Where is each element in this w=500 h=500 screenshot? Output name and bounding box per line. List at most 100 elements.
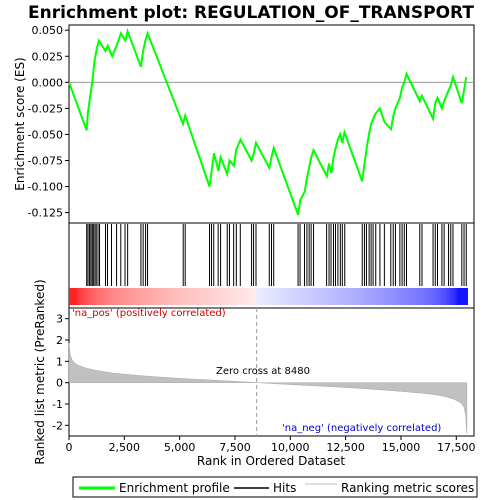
color-bar-segment xyxy=(176,288,180,305)
color-bar-segment xyxy=(312,288,315,305)
color-bar-segment xyxy=(212,288,216,305)
x-tick-label: 10,000 xyxy=(271,441,310,454)
metric-y-tick-label: 3 xyxy=(56,313,63,326)
color-bar-segment xyxy=(142,288,146,305)
color-bar-segment xyxy=(254,288,257,305)
color-bar-segment xyxy=(441,288,445,305)
color-bar-segment xyxy=(250,288,253,305)
es-y-tick-label: 0.050 xyxy=(32,24,64,37)
color-bar-segment xyxy=(242,288,245,305)
color-bar-segment xyxy=(333,288,337,305)
color-bar-segment xyxy=(188,288,192,305)
color-bar-segment xyxy=(216,288,219,305)
color-bar-segment xyxy=(276,288,279,305)
color-bar-segment xyxy=(126,288,130,305)
color-bar-segment xyxy=(413,288,417,305)
color-bar-segment xyxy=(116,288,120,305)
color-bar-segment xyxy=(302,288,305,305)
color-bar-segment xyxy=(102,288,106,305)
color-bar-segment xyxy=(419,288,423,305)
color-bar-segment xyxy=(449,288,453,305)
axes-layer: 0.050 0.025 0.000 -0.025 -0.050 -0.075 -0.100 -… xyxy=(28,24,476,454)
color-bar-segment xyxy=(339,288,343,305)
color-bar-segment xyxy=(290,288,293,305)
color-bar-segment xyxy=(200,288,204,305)
color-bar-segment xyxy=(138,288,142,305)
color-bar-segment xyxy=(385,288,389,305)
color-bar-segment xyxy=(244,288,247,305)
color-bar-segment xyxy=(463,288,466,305)
negative-correlation-label: 'na_neg' (negatively correlated) xyxy=(282,423,441,434)
color-bar-segment xyxy=(178,288,182,305)
color-bar-segment xyxy=(371,288,375,305)
color-bar-segment xyxy=(158,288,162,305)
color-bar-segment xyxy=(286,288,289,305)
positive-correlation-label: 'na_pos' (positively correlated) xyxy=(72,308,226,319)
color-bar-segment xyxy=(128,288,132,305)
color-bar-segment xyxy=(224,288,227,305)
color-bar-segment xyxy=(248,288,251,305)
color-bar-segment xyxy=(262,288,265,305)
color-bar-segment xyxy=(393,288,397,305)
color-bar-segment xyxy=(405,288,409,305)
metric-layer xyxy=(68,308,468,436)
color-bar-segment xyxy=(154,288,158,305)
color-bar-segment xyxy=(130,288,134,305)
color-bar-segment xyxy=(72,288,76,305)
color-bar-segment xyxy=(377,288,381,305)
color-bar-segment xyxy=(122,288,126,305)
color-bar-segment xyxy=(234,288,237,305)
color-bar-segment xyxy=(387,288,391,305)
color-bar-segment xyxy=(198,288,202,305)
color-bar-segment xyxy=(266,288,269,305)
color-bar-segment xyxy=(415,288,419,305)
color-bar-segment xyxy=(425,288,429,305)
color-bar-segment xyxy=(172,288,176,305)
color-bar-segment xyxy=(417,288,421,305)
color-bar-segment xyxy=(359,288,363,305)
color-bar-segment xyxy=(218,288,221,305)
color-bar-segment xyxy=(114,288,118,305)
color-bar-segment xyxy=(270,288,273,305)
color-bar-segment xyxy=(238,288,241,305)
color-bar-segment xyxy=(329,288,333,305)
color-bar-segment xyxy=(120,288,124,305)
color-bar-segment xyxy=(256,288,259,305)
color-bar-segment xyxy=(90,288,94,305)
color-bar-segment xyxy=(373,288,377,305)
x-tick-label: 15,000 xyxy=(382,441,421,454)
color-bar-segment xyxy=(208,288,212,305)
color-bar-segment xyxy=(284,288,287,305)
metric-y-tick-label: -1 xyxy=(52,398,63,411)
color-bar-segment xyxy=(112,288,116,305)
color-bar-segment xyxy=(411,288,415,305)
color-bar-segment xyxy=(451,288,455,305)
color-bar-segment xyxy=(445,288,449,305)
color-bar-segment xyxy=(355,288,359,305)
color-bar-segment xyxy=(174,288,178,305)
color-bar-segment xyxy=(206,288,210,305)
color-bar-segment xyxy=(461,288,464,305)
color-bar-segment xyxy=(192,288,196,305)
color-bar-segment xyxy=(94,288,98,305)
color-bar-segment xyxy=(258,288,261,305)
color-bar-segment xyxy=(144,288,148,305)
color-bar-segment xyxy=(164,288,168,305)
color-bar-segment xyxy=(88,288,92,305)
color-bar-segment xyxy=(313,288,317,305)
color-bar-segment xyxy=(84,288,88,305)
color-bar-segment xyxy=(202,288,206,305)
color-bar-segment xyxy=(310,288,313,305)
color-bar-segment xyxy=(381,288,385,305)
color-bar-segment xyxy=(226,288,229,305)
color-bar-segment xyxy=(86,288,90,305)
color-bar-segment xyxy=(69,288,72,305)
color-bar-segment xyxy=(156,288,160,305)
color-bar-segment xyxy=(220,288,223,305)
color-bar-segment xyxy=(268,288,271,305)
color-bar-segment xyxy=(100,288,104,305)
metric-y-tick-label: -2 xyxy=(52,419,63,432)
color-bar-segment xyxy=(331,288,335,305)
color-bar-segment xyxy=(76,288,80,305)
color-bar-segment xyxy=(421,288,425,305)
